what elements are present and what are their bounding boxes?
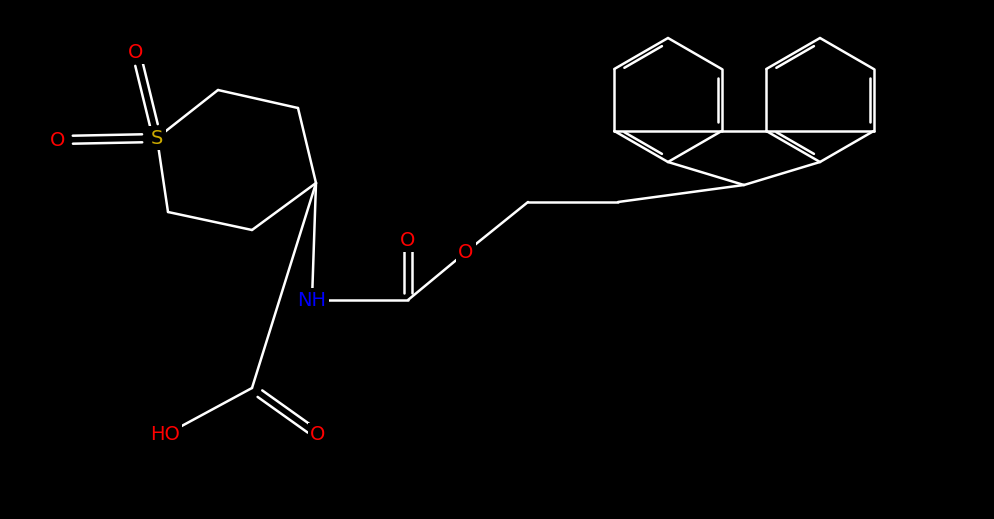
Text: S: S bbox=[151, 129, 163, 147]
Text: O: O bbox=[400, 230, 415, 250]
Text: NH: NH bbox=[297, 291, 326, 309]
Text: HO: HO bbox=[150, 426, 180, 444]
Text: O: O bbox=[51, 130, 66, 149]
Text: O: O bbox=[128, 43, 143, 61]
Text: O: O bbox=[310, 426, 325, 444]
Text: O: O bbox=[458, 242, 473, 262]
